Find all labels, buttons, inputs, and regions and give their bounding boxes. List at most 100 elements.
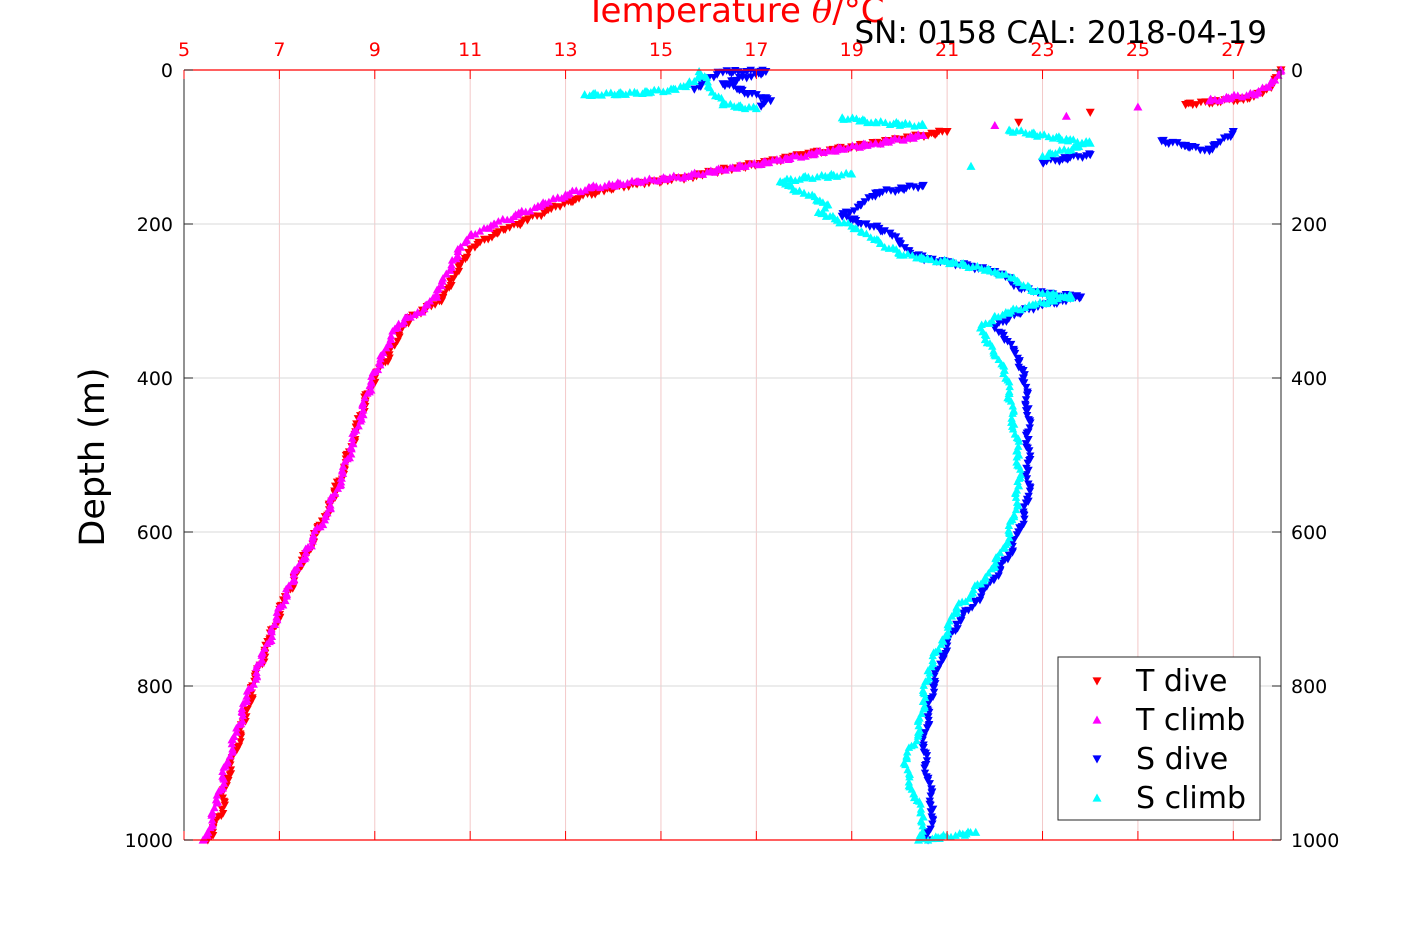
legend-marker: [1092, 793, 1102, 802]
data-point: [308, 537, 317, 545]
data-point: [725, 163, 735, 172]
data-point: [909, 789, 919, 798]
data-point: [365, 381, 375, 390]
data-point: [936, 660, 945, 669]
data-point: [395, 333, 404, 342]
data-point: [929, 688, 939, 697]
data-point: [1008, 401, 1018, 410]
data-point: [1023, 466, 1033, 475]
data-point: [1004, 521, 1014, 529]
y-tick-label-right: 200: [1291, 214, 1327, 236]
data-point: [645, 174, 654, 183]
series-t-climb: [198, 65, 1286, 844]
data-point: [1191, 143, 1201, 152]
data-point: [861, 220, 871, 229]
data-point: [990, 120, 1000, 130]
data-point: [447, 256, 457, 264]
data-point: [998, 544, 1008, 552]
series-s-climb: [580, 67, 1095, 844]
y-tick-label-right: 0: [1291, 60, 1303, 82]
data-point: [951, 831, 960, 839]
data-point: [923, 724, 932, 732]
data-point: [262, 639, 272, 648]
series-s-dive: [689, 66, 1238, 845]
data-point: [530, 203, 539, 212]
data-point: [991, 554, 1000, 563]
data-point: [1274, 71, 1283, 79]
y-tick-label-right: 600: [1291, 522, 1327, 544]
axes: 5 7 9 11 13 15 17 19 21 23 25 27 0 0 200 200 400 400 600 60…: [125, 39, 1340, 852]
data-point: [1033, 286, 1042, 295]
x-tick-label: 11: [458, 39, 482, 61]
title-symbol: θ: [812, 0, 832, 31]
data-point: [927, 255, 936, 264]
y-axis-label: Depth (m): [73, 367, 113, 546]
data-point: [274, 603, 283, 612]
data-point: [1181, 101, 1191, 110]
data-point: [336, 473, 346, 482]
data-point: [991, 558, 1000, 567]
data-point: [703, 167, 712, 176]
data-point: [1085, 108, 1095, 117]
data-point: [238, 711, 247, 720]
data-point: [913, 732, 923, 740]
data-point: [236, 738, 245, 746]
data-point: [410, 310, 419, 319]
title-prefix: Temperature: [585, 0, 812, 31]
data-point: [451, 270, 461, 279]
data-point: [780, 154, 790, 162]
data-point: [548, 194, 558, 202]
data-point: [358, 401, 367, 410]
data-point: [1023, 459, 1032, 468]
data-point: [270, 619, 280, 628]
data-point: [454, 264, 464, 272]
data-point: [903, 747, 912, 756]
data-point: [445, 266, 455, 274]
legend-label: T dive: [1135, 664, 1227, 699]
data-point: [1001, 270, 1011, 278]
data-point: [1008, 424, 1018, 433]
data-point: [393, 337, 402, 346]
data-point: [348, 434, 357, 442]
data-point: [227, 735, 236, 744]
y-tick-label-right: 800: [1291, 676, 1327, 698]
data-point: [220, 801, 230, 810]
data-point: [928, 651, 937, 660]
data-point: [627, 176, 637, 185]
data-point: [812, 172, 822, 181]
data-point: [1012, 452, 1021, 461]
data-point: [632, 88, 642, 97]
data-point: [252, 663, 261, 671]
data-point: [654, 85, 663, 94]
data-point: [926, 792, 935, 801]
data-point: [238, 699, 248, 707]
data-point: [876, 239, 886, 248]
data-point: [1022, 412, 1032, 420]
data-point: [203, 827, 213, 836]
data-point: [1014, 278, 1024, 286]
legend-items: T dive T climb S dive S climb: [1092, 664, 1246, 816]
data-point: [703, 77, 712, 86]
data-point: [348, 429, 357, 437]
data-point: [1039, 130, 1049, 138]
data-point: [905, 120, 914, 128]
data-point: [289, 566, 299, 575]
data-point: [928, 820, 937, 829]
title-unit: /°C: [832, 0, 884, 31]
data-point: [925, 668, 934, 677]
data-point: [999, 362, 1009, 370]
data-point: [600, 181, 610, 190]
data-point: [904, 777, 914, 786]
data-point: [1133, 102, 1143, 111]
data-point: [1005, 517, 1015, 525]
data-point: [1204, 96, 1214, 105]
data-point: [914, 721, 923, 730]
data-point: [697, 80, 706, 89]
data-point: [1008, 409, 1017, 417]
data-point: [1011, 489, 1020, 498]
legend-box: [1057, 656, 1261, 821]
data-point: [670, 84, 680, 93]
data-point: [756, 102, 766, 111]
data-point: [1019, 367, 1028, 375]
